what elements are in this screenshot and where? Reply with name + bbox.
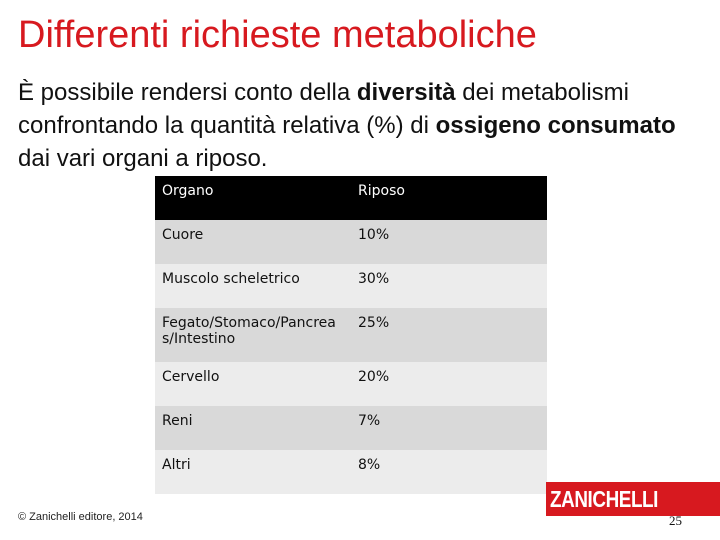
table-row: Fegato/Stomaco/Pancreas/Intestino 25% [155,308,547,362]
value-cell: 10% [351,220,547,264]
page-number: 25 [669,513,682,528]
value-cell: 8% [351,450,547,494]
value-cell: 20% [351,362,547,406]
header-organo: Organo [155,176,351,220]
zanichelli-logo: ZANICHELLI [546,482,720,540]
intro-bold-diversita: diversità [356,79,456,106]
organ-cell: Cervello [155,362,351,406]
logo-text: ZANICHELLI [550,486,659,512]
organ-cell: Muscolo scheletrico [155,264,351,308]
slide-title: Differenti richieste metaboliche [18,14,537,56]
intro-text-1: È possibile rendersi conto della [18,79,357,106]
table-row: Cervello 20% [155,362,547,406]
copyright-footer: © Zanichelli editore, 2014 [18,511,143,523]
intro-bold-ossigeno: ossigeno consumato [435,112,676,139]
value-cell: 25% [351,308,547,362]
table-header-row: Organo Riposo [155,176,547,220]
value-cell: 7% [351,406,547,450]
organ-cell: Reni [155,406,351,450]
value-cell: 30% [351,264,547,308]
table-row: Altri 8% [155,450,547,494]
logo-bar [546,516,720,540]
intro-text-3: dai vari organi a riposo. [18,145,268,172]
organ-cell: Altri [155,450,351,494]
header-riposo: Riposo [351,176,547,220]
organ-cell: Cuore [155,220,351,264]
organ-cell: Fegato/Stomaco/Pancreas/Intestino [155,308,351,362]
table-row: Muscolo scheletrico 30% [155,264,547,308]
intro-text-2: dei metabolismi confrontando la quantità… [18,79,629,139]
table-row: Reni 7% [155,406,547,450]
intro-paragraph: È possibile rendersi conto della diversi… [18,76,708,175]
table-row: Cuore 10% [155,220,547,264]
logo-red-box: ZANICHELLI [546,482,720,516]
oxygen-consumption-table: Organo Riposo Cuore 10% Muscolo scheletr… [155,176,547,494]
